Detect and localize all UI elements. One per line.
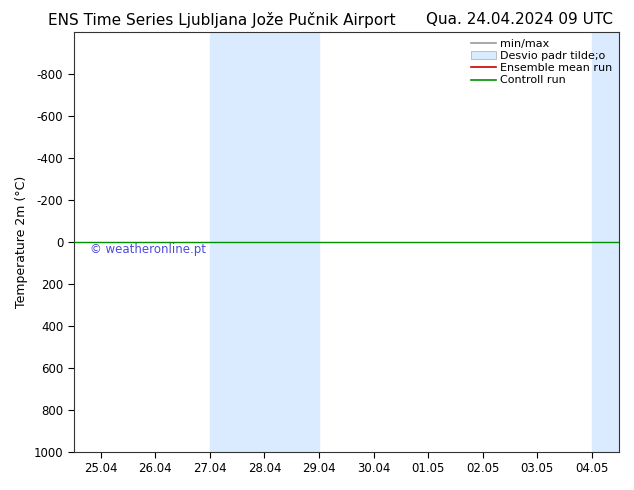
Text: ENS Time Series Ljubljana Jože Pučnik Airport: ENS Time Series Ljubljana Jože Pučnik Ai… — [48, 12, 396, 28]
Y-axis label: Temperature 2m (°C): Temperature 2m (°C) — [15, 176, 28, 308]
Legend: min/max, Desvio padr tilde;o, Ensemble mean run, Controll run: min/max, Desvio padr tilde;o, Ensemble m… — [467, 34, 617, 90]
Text: Qua. 24.04.2024 09 UTC: Qua. 24.04.2024 09 UTC — [427, 12, 613, 27]
Bar — [592, 32, 634, 452]
Bar — [210, 32, 319, 452]
Text: © weatheronline.pt: © weatheronline.pt — [90, 243, 206, 256]
